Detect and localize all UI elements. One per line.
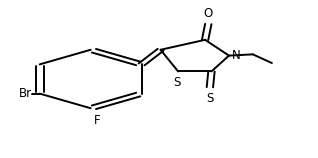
Text: F: F xyxy=(94,114,100,127)
Text: S: S xyxy=(173,76,180,89)
Text: Br: Br xyxy=(19,87,32,100)
Text: N: N xyxy=(232,49,241,62)
Text: O: O xyxy=(204,7,213,20)
Text: S: S xyxy=(206,92,214,105)
